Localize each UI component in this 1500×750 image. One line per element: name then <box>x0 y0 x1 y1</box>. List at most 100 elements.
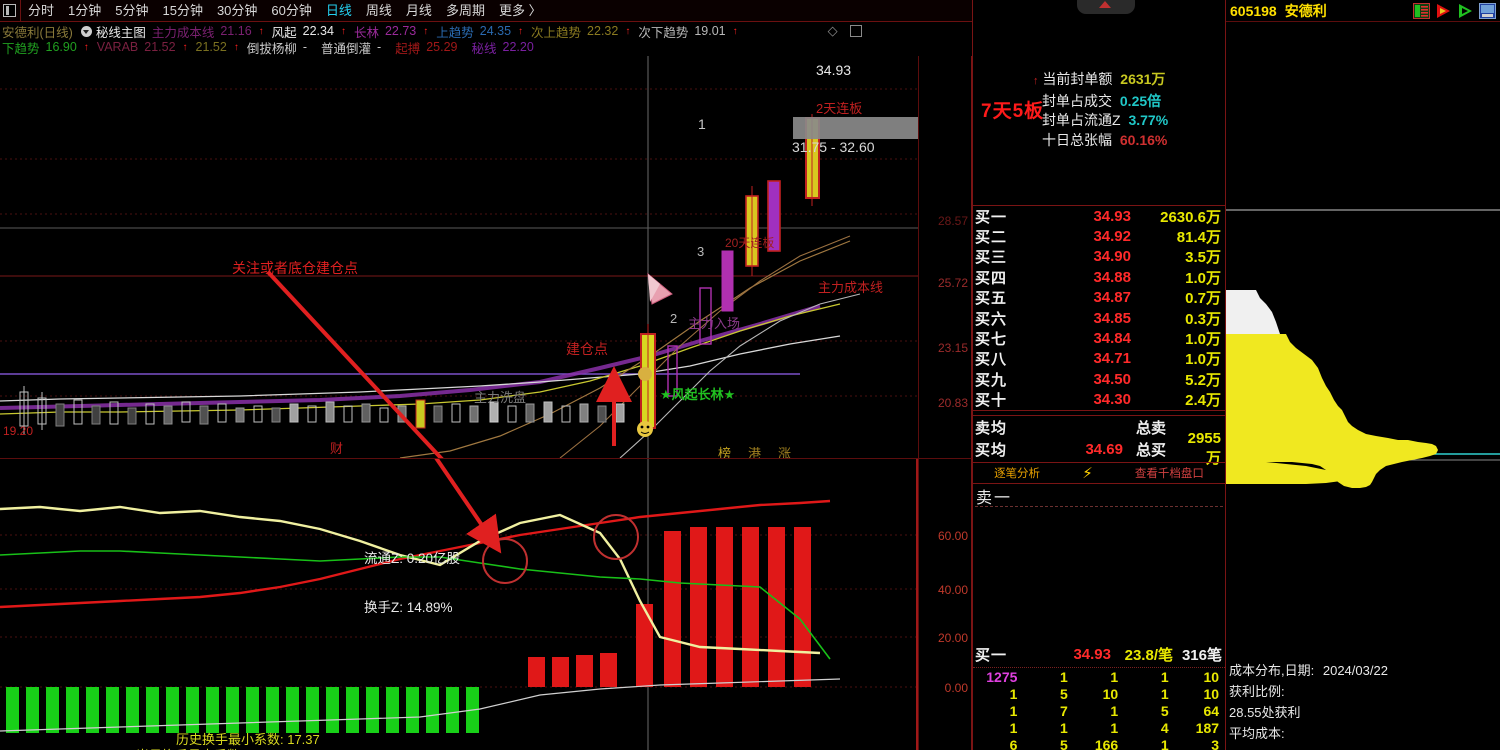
tab-period-4[interactable]: 30分钟 <box>216 2 258 18</box>
tab-period-3[interactable]: 15分钟 <box>162 2 203 18</box>
bid-volume: 5.2万 <box>1185 371 1221 389</box>
diamond-icon[interactable]: ◇ <box>827 23 838 38</box>
cost-date-label: 成本分布,日期: <box>1229 663 1315 678</box>
tab-period-5[interactable]: 60分钟 <box>271 2 312 18</box>
layout-icon[interactable] <box>3 4 16 17</box>
tick-detail-grid[interactable]: 1275 1 1 1 10 1 5 10 1 10 1 7 1 5 64 1 <box>973 667 1225 750</box>
annotation-high-price: 34.93 <box>816 62 852 78</box>
book-row[interactable]: 买二 34.92 81.4万 <box>973 226 1225 246</box>
tab-period-9[interactable]: 多周期 <box>445 2 485 18</box>
main-price-chart[interactable]: 3 2 关注或者底仓建仓点 建仓点 主力成本线 主力入场 主力洗 <box>0 56 918 458</box>
hdr-mixian-label: 秘线 <box>471 41 497 56</box>
tab-period-more[interactable]: 更多 〉 <box>498 2 542 18</box>
screenshot-icon[interactable] <box>1479 3 1496 19</box>
stock-code: 605198 <box>1230 2 1277 19</box>
vol-tick-1: 40.00 <box>937 583 968 597</box>
bid-label: 买八 <box>975 351 1008 369</box>
detail-cell: 166 <box>1094 736 1119 750</box>
volume-axis: 60.00 40.00 20.00 0.00 <box>918 458 972 750</box>
avg-buy-price: 34.69 <box>1085 440 1123 458</box>
annotation-limit-board: 2天连板 <box>816 101 863 116</box>
detail-cell: 187 <box>1195 719 1220 736</box>
avg-sell-row: 卖均 总卖 <box>973 416 1225 438</box>
book-row[interactable]: 买五 34.87 0.7万 <box>973 288 1225 308</box>
btn-tick-analysis[interactable]: 逐笔分析 <box>994 468 1041 480</box>
arrow-up-icon: ↑ <box>182 41 188 53</box>
detail-cell: 10 <box>1102 685 1119 702</box>
hdr-uptrend-label: 上趋势 <box>436 25 474 40</box>
stat-value: 3.77% <box>1128 112 1169 128</box>
panel-toggle-icon[interactable] <box>849 25 862 37</box>
price-tick-3: 20.83 <box>937 396 968 410</box>
tab-period-0[interactable]: 分时 <box>20 0 61 22</box>
detail-cell: 5 <box>1060 736 1068 750</box>
tab-period-8[interactable]: 月线 <box>405 2 432 18</box>
tab-period-daily[interactable]: 日线 <box>325 2 352 18</box>
tab-period-1[interactable]: 1分钟 <box>68 2 102 18</box>
annotation-limit-board-small: 20天连板 <box>725 236 775 250</box>
summary-price: 34.93 <box>1073 645 1111 663</box>
bid-label: 买四 <box>975 269 1008 287</box>
book-row[interactable]: 买四 34.88 1.0万 <box>973 267 1225 287</box>
detail-row: 1 1 1 4 187 <box>973 719 1225 736</box>
detail-cell: 1 <box>1110 719 1119 736</box>
hdr-subdown-value: 19.01 <box>694 24 726 38</box>
hdr-downtrend-value: 16.90 <box>45 40 77 54</box>
book-row[interactable]: 买六 34.85 0.3万 <box>973 308 1225 328</box>
tick-list-area[interactable]: 卖一 <box>973 484 1225 644</box>
book-row[interactable]: 买十 34.30 2.4万 <box>973 390 1225 410</box>
main-indicator-name[interactable]: 秘线主图 <box>95 25 146 40</box>
book-row[interactable]: 买八 34.71 1.0万 <box>973 349 1225 369</box>
detail-cell: 1 <box>1110 702 1119 719</box>
sub-indicator-chart[interactable]: 流通Z: 0.20亿股 换手Z: 14.89% 历史换手最小系数: 17.37 … <box>0 458 918 750</box>
limit-board-badge: 7天5板 <box>981 101 1045 122</box>
bid-book[interactable]: 买一 34.93 2630.6万 买二 34.92 81.4万 买三 34.90… <box>973 205 1225 411</box>
detail-cell: 1 <box>1160 685 1169 702</box>
hdr-uptrend-value: 24.35 <box>479 24 512 38</box>
vol-tick-3: 0.00 <box>944 681 968 695</box>
hdr-main-cost-value: 21.16 <box>220 24 252 38</box>
collapse-handle[interactable] <box>1077 0 1135 14</box>
avg-sell-label: 卖均 <box>975 419 1008 437</box>
stock-header: 605198 安德利 <box>1226 0 1500 22</box>
hdr-changlin-label: 长林 <box>353 25 379 40</box>
bid-volume: 1.0万 <box>1185 331 1221 349</box>
hdr-qibo-label: 起搏 <box>395 41 421 56</box>
detail-row: 6 5 166 1 3 <box>973 736 1225 750</box>
stat-row: 封单占流通Z 3.77% <box>1033 111 1168 131</box>
svg-text:3: 3 <box>697 244 704 259</box>
tick-head-label: 卖一 <box>976 490 1013 507</box>
book-row[interactable]: 买九 34.50 5.2万 <box>973 369 1225 389</box>
detail-row: 1 7 1 5 64 <box>973 702 1225 719</box>
tick-divider <box>975 506 1223 507</box>
detail-row: 1275 1 1 1 10 <box>973 668 1225 685</box>
tab-period-7[interactable]: 周线 <box>365 2 392 18</box>
arrow-up-icon: ↑ <box>83 41 89 53</box>
stat-row: ↑ 当前封单额 2631万 <box>1033 70 1168 92</box>
chevron-down-icon[interactable] <box>80 25 92 37</box>
stat-key: 封单占流通Z <box>1042 112 1121 128</box>
detail-cell: 1 <box>1110 668 1119 685</box>
book-row[interactable]: 买一 34.93 2630.6万 <box>973 206 1225 226</box>
hdr-fengqi-value: 22.34 <box>302 24 334 38</box>
play-red-icon[interactable] <box>1435 3 1452 19</box>
tooltip-num: 1 <box>698 116 706 132</box>
tab-period-2[interactable]: 5分钟 <box>115 2 149 18</box>
detail-row: 1 5 10 1 10 <box>973 685 1225 702</box>
bid-label: 买六 <box>975 310 1008 328</box>
btn-view-depth[interactable]: 查看千档盘口 <box>1134 468 1204 480</box>
hdr-downtrend-label: 下趋势 <box>2 41 40 56</box>
play-green-icon[interactable] <box>1457 3 1474 19</box>
order-panel-header: 7天5板 ↑ 当前封单额 2631万 封单占成交 0.25倍 封单占流通Z 3.… <box>973 0 1225 205</box>
stat-value: 0.25倍 <box>1119 92 1162 109</box>
hdr-changlin-value: 22.73 <box>384 24 417 38</box>
bid-label: 买七 <box>975 331 1008 349</box>
book-row[interactable]: 买三 34.90 3.5万 <box>973 247 1225 267</box>
bid-label: 买十 <box>975 392 1008 410</box>
list-icon[interactable] <box>1413 3 1430 19</box>
svg-text:2: 2 <box>670 311 677 326</box>
lightning-icon[interactable]: ⚡ <box>1082 465 1093 482</box>
book-row[interactable]: 买七 34.84 1.0万 <box>973 328 1225 348</box>
avg-cost-line: 平均成本: <box>1229 726 1285 741</box>
annotation-star-label: ★风起长林★ <box>660 387 736 402</box>
